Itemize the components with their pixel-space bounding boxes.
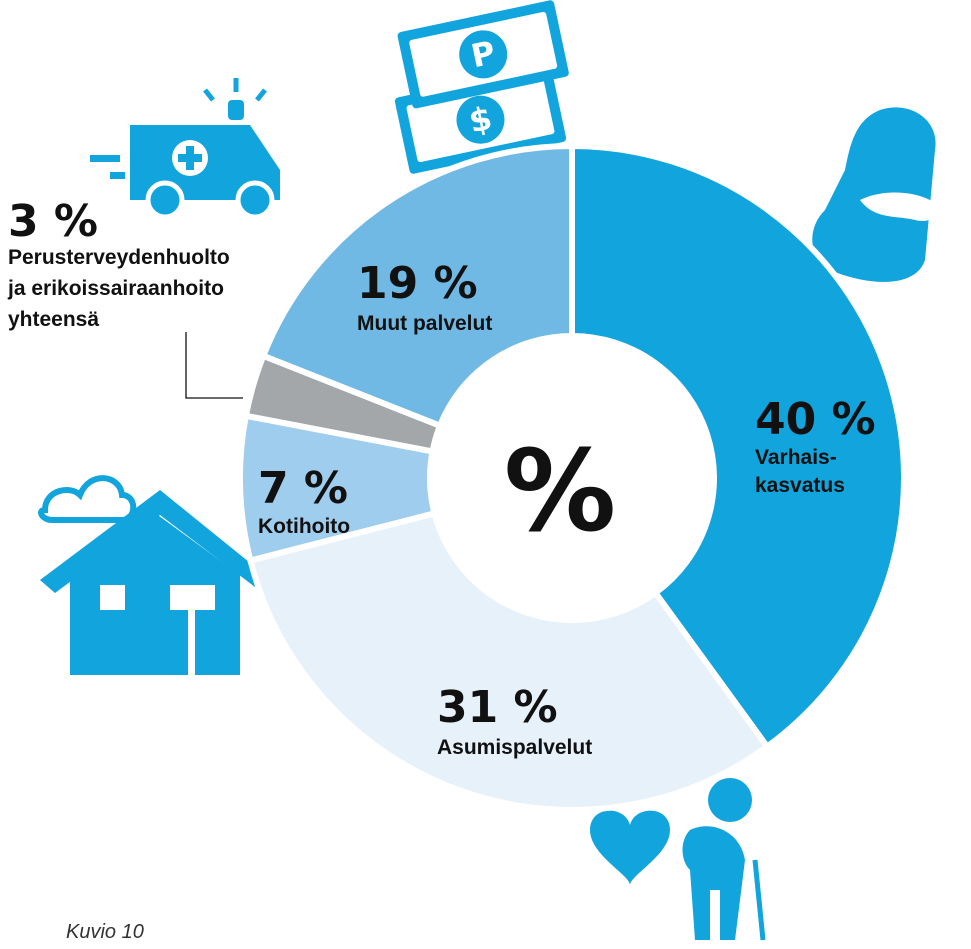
house-icon — [38, 475, 265, 675]
center-label: % — [504, 427, 616, 557]
category-label: Muut palvelut — [357, 312, 492, 335]
value-label: 40 % — [755, 394, 876, 445]
category-label: Kotihoito — [258, 515, 350, 538]
value-label: 7 % — [258, 463, 348, 514]
value-label: 3 % — [8, 196, 98, 247]
caption: Kuvio 10 — [66, 921, 144, 943]
category-label-line: Kotihoito — [258, 515, 350, 538]
elderly-icon — [590, 778, 766, 941]
hand-icon — [812, 107, 938, 282]
value-label: 19 % — [357, 258, 478, 309]
ambulance-icon — [90, 78, 280, 220]
category-label-line: Muut palvelut — [357, 312, 492, 335]
category-label-line: Asumispalvelut — [437, 736, 592, 759]
donut-segment — [246, 509, 772, 813]
category-label-line: Varhais- — [755, 446, 843, 469]
donut-segment — [259, 142, 575, 430]
donut-segment — [569, 142, 907, 751]
category-label-line: kasvatus — [755, 474, 845, 497]
value-label: 31 % — [437, 682, 558, 733]
category-label-line: Perusterveydenhuolto — [8, 246, 236, 269]
category-label: Perusterveydenhuolto ja erikoissairaanho… — [7, 246, 236, 331]
category-label: Asumispalvelut — [437, 736, 592, 759]
category-label: Varhais- kasvatus — [755, 446, 845, 497]
category-label-line: yhteensä — [8, 308, 99, 331]
leader-line — [185, 332, 243, 399]
category-label-line: ja erikoissairaanhoito — [7, 277, 230, 300]
money-icon: $ P — [394, 0, 569, 174]
